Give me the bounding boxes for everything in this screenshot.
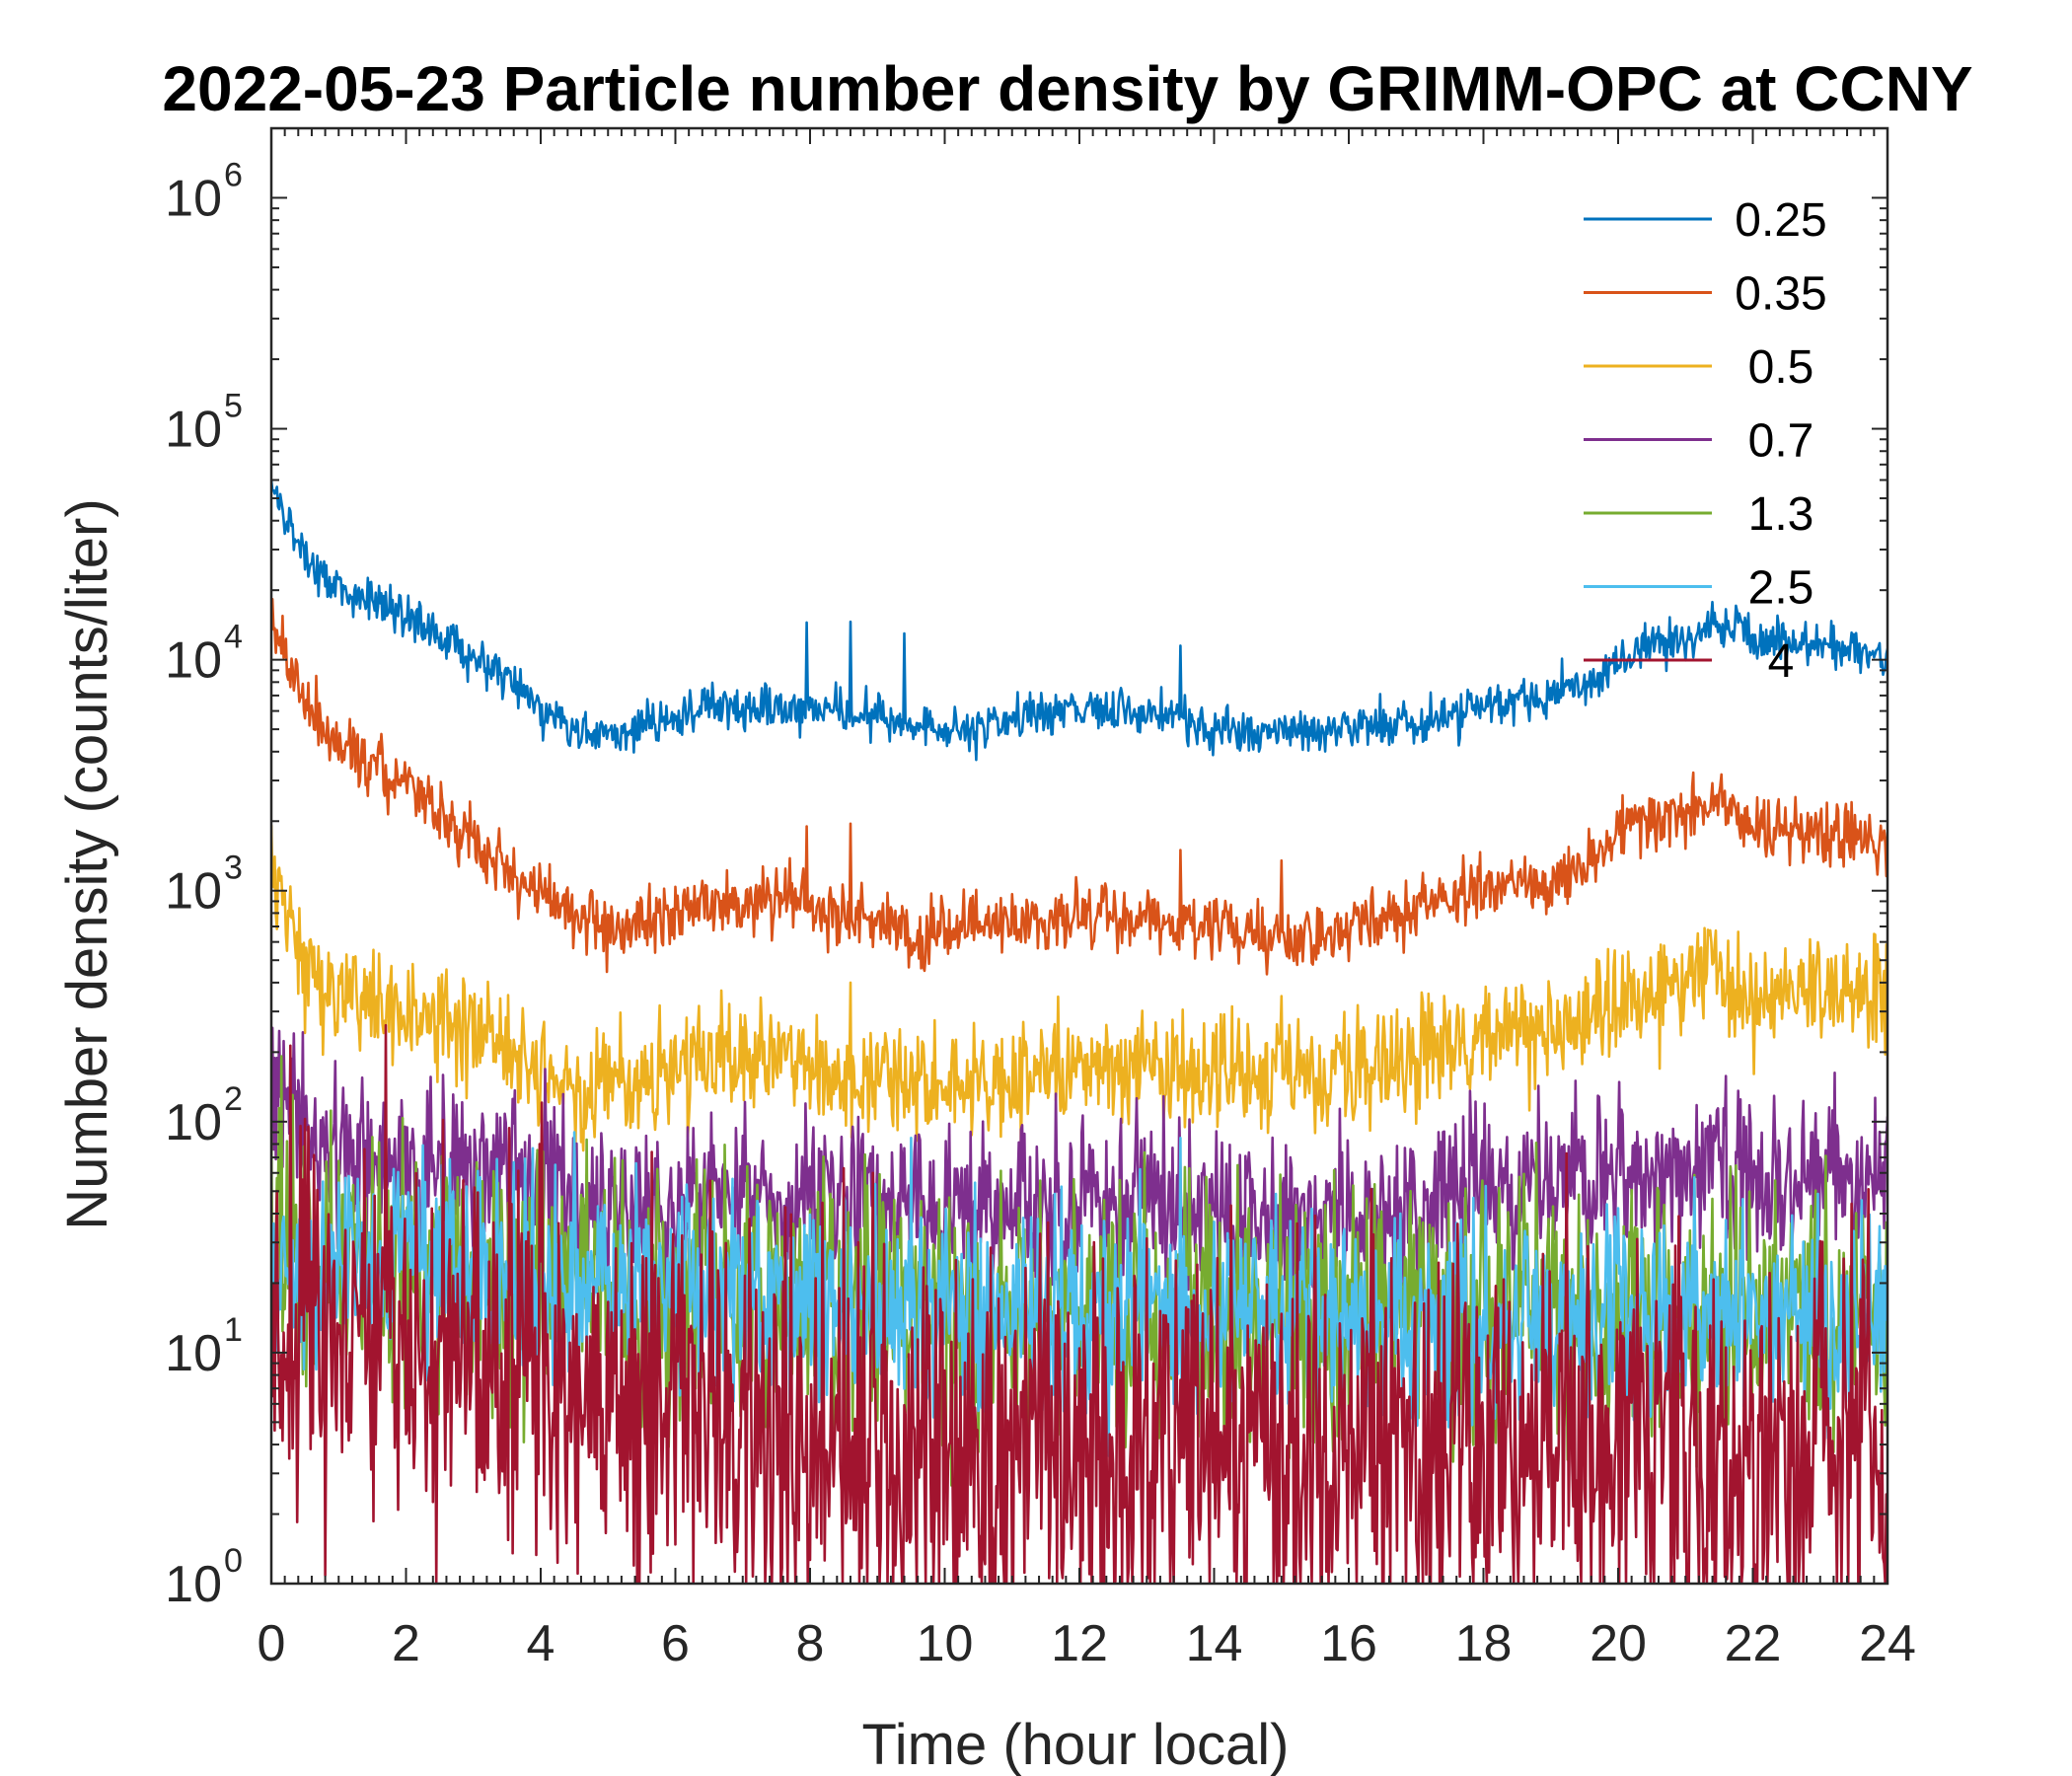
x-tick-label: 6	[661, 1615, 690, 1672]
x-tick-label: 10	[917, 1615, 974, 1672]
y-tick-exponent: 3	[224, 850, 243, 887]
x-tick-label: 24	[1859, 1615, 1916, 1672]
legend-label: 0.25	[1735, 194, 1826, 247]
legend-entry-1.3: 1.3	[1584, 488, 1813, 541]
x-tick-label: 22	[1725, 1615, 1782, 1672]
x-tick-label: 18	[1455, 1615, 1513, 1672]
legend-label: 0.5	[1748, 341, 1814, 394]
y-tick-label: 10	[165, 402, 222, 459]
y-axis-label: Number density (counts/liter)	[55, 498, 119, 1229]
legend-entry-4: 4	[1584, 635, 1794, 688]
legend: 0.25 0.35 0.5 0.7 1.3 2.5 4	[1584, 194, 1827, 688]
y-tick-label: 10	[165, 170, 222, 227]
legend-entry-0.7: 0.7	[1584, 415, 1813, 468]
x-tick-label: 2	[392, 1615, 420, 1672]
legend-entry-0.5: 0.5	[1584, 341, 1813, 394]
y-tick-label: 10	[165, 1556, 222, 1613]
legend-entry-0.35: 0.35	[1584, 268, 1827, 321]
x-tick-label: 20	[1590, 1615, 1647, 1672]
x-tick-label: 0	[258, 1615, 286, 1672]
x-axis-label: Time (hour local)	[862, 1713, 1290, 1776]
series-line-0.35	[271, 597, 1887, 976]
x-tick-label: 16	[1320, 1615, 1377, 1672]
y-tick-exponent: 5	[224, 388, 243, 425]
y-tick-label: 10	[165, 1094, 222, 1151]
x-tick-label: 12	[1051, 1615, 1108, 1672]
y-tick-label: 10	[165, 632, 222, 690]
x-tick-label: 14	[1186, 1615, 1243, 1672]
y-tick-label: 10	[165, 1325, 222, 1382]
series-line-1.3	[271, 1055, 1887, 1487]
series-line-4	[271, 1023, 1887, 1584]
y-tick-label: 10	[165, 863, 222, 921]
legend-label: 1.3	[1748, 488, 1814, 541]
legend-entry-0.25: 0.25	[1584, 194, 1827, 247]
y-tick-exponent: 0	[224, 1542, 243, 1580]
legend-label: 2.5	[1748, 562, 1814, 615]
legend-entry-2.5: 2.5	[1584, 562, 1813, 615]
y-tick-exponent: 6	[224, 156, 243, 193]
legend-label: 4	[1768, 635, 1795, 688]
legend-label: 0.7	[1748, 415, 1814, 468]
y-tick-exponent: 1	[224, 1311, 243, 1349]
chart-title: 2022-05-23 Particle number density by GR…	[162, 53, 1972, 124]
y-tick-exponent: 2	[224, 1080, 243, 1118]
series-layer	[271, 480, 1887, 1584]
x-axis-ticks: 0 2 4 6 8 10 12 14 16 18 20 22 24	[258, 128, 1916, 1672]
x-tick-label: 8	[796, 1615, 825, 1672]
x-tick-label: 4	[527, 1615, 555, 1672]
legend-label: 0.35	[1735, 268, 1826, 321]
series-line-0.25	[271, 480, 1887, 762]
y-tick-exponent: 4	[224, 619, 243, 656]
series-line-0.5	[271, 825, 1887, 1159]
